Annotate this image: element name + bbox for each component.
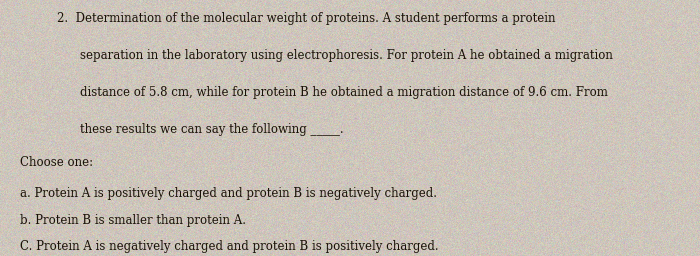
Text: these results we can say the following _____.: these results we can say the following _… — [80, 123, 344, 136]
Text: C. Protein A is negatively charged and protein B is positively charged.: C. Protein A is negatively charged and p… — [20, 240, 438, 253]
Text: separation in the laboratory using electrophoresis. For protein A he obtained a : separation in the laboratory using elect… — [80, 49, 613, 62]
Text: a. Protein A is positively charged and protein B is negatively charged.: a. Protein A is positively charged and p… — [20, 187, 437, 200]
Text: 2.  Determination of the molecular weight of proteins. A student performs a prot: 2. Determination of the molecular weight… — [57, 12, 556, 25]
Text: Choose one:: Choose one: — [20, 156, 92, 169]
Text: b. Protein B is smaller than protein A.: b. Protein B is smaller than protein A. — [20, 214, 246, 227]
Text: distance of 5.8 cm, while for protein B he obtained a migration distance of 9.6 : distance of 5.8 cm, while for protein B … — [80, 86, 608, 99]
